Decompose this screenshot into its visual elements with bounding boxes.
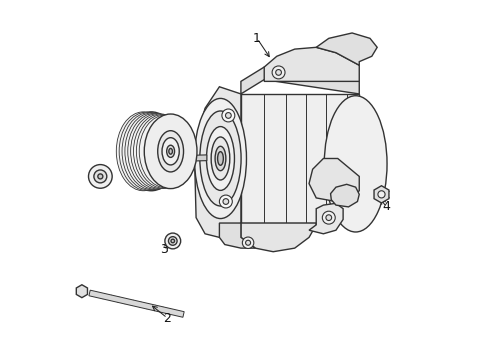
Circle shape	[164, 233, 180, 249]
Ellipse shape	[144, 114, 197, 189]
Polygon shape	[76, 285, 87, 298]
Text: 1: 1	[253, 32, 261, 45]
Ellipse shape	[119, 112, 173, 190]
Polygon shape	[241, 223, 316, 252]
Polygon shape	[373, 186, 388, 203]
Polygon shape	[330, 184, 359, 207]
Circle shape	[271, 66, 285, 79]
Ellipse shape	[133, 114, 187, 189]
Polygon shape	[180, 155, 206, 161]
Circle shape	[325, 215, 331, 221]
Ellipse shape	[215, 146, 225, 171]
Circle shape	[223, 199, 228, 204]
Ellipse shape	[122, 113, 176, 190]
Circle shape	[168, 237, 177, 245]
Circle shape	[225, 113, 231, 118]
Ellipse shape	[217, 152, 223, 165]
Polygon shape	[219, 223, 255, 248]
Ellipse shape	[121, 116, 169, 187]
Ellipse shape	[133, 117, 181, 186]
Polygon shape	[89, 290, 184, 317]
Ellipse shape	[130, 114, 184, 189]
Ellipse shape	[158, 131, 183, 172]
Text: 2: 2	[163, 311, 171, 325]
Circle shape	[275, 69, 281, 75]
Circle shape	[245, 240, 250, 245]
Polygon shape	[241, 94, 359, 223]
Ellipse shape	[124, 116, 172, 187]
Circle shape	[94, 170, 106, 183]
Circle shape	[322, 211, 335, 224]
Polygon shape	[264, 47, 359, 81]
Ellipse shape	[206, 127, 234, 190]
Ellipse shape	[168, 148, 172, 154]
Ellipse shape	[124, 113, 179, 190]
Ellipse shape	[141, 118, 189, 185]
Ellipse shape	[138, 118, 186, 185]
Text: 5: 5	[163, 125, 171, 138]
Circle shape	[242, 237, 253, 248]
Ellipse shape	[324, 96, 386, 232]
Text: 6: 6	[92, 166, 100, 179]
Ellipse shape	[127, 113, 182, 189]
Ellipse shape	[135, 117, 183, 185]
Ellipse shape	[211, 137, 229, 180]
Text: 4: 4	[382, 201, 389, 213]
Ellipse shape	[130, 117, 178, 186]
Circle shape	[222, 109, 234, 122]
Ellipse shape	[136, 114, 190, 188]
Ellipse shape	[166, 145, 174, 157]
Ellipse shape	[200, 111, 241, 206]
Polygon shape	[241, 67, 359, 94]
Circle shape	[88, 165, 112, 188]
Circle shape	[377, 191, 384, 198]
Polygon shape	[194, 87, 241, 237]
Ellipse shape	[116, 112, 170, 191]
Text: 3: 3	[160, 243, 167, 256]
Circle shape	[171, 239, 174, 243]
Polygon shape	[308, 203, 343, 234]
Polygon shape	[316, 33, 376, 65]
Polygon shape	[308, 158, 359, 203]
Circle shape	[98, 174, 102, 179]
Ellipse shape	[194, 98, 246, 219]
Ellipse shape	[162, 138, 179, 165]
Ellipse shape	[139, 115, 193, 188]
Ellipse shape	[123, 112, 179, 191]
Ellipse shape	[127, 116, 175, 186]
Circle shape	[219, 195, 232, 208]
